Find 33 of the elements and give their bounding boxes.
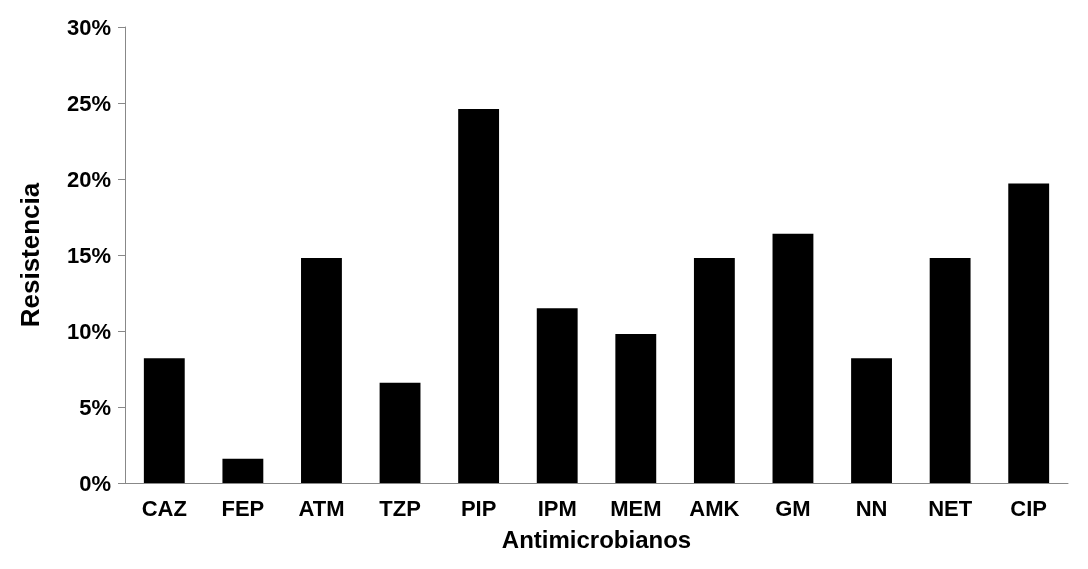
- x-tick-label: IPM: [537, 495, 577, 521]
- x-tick-label: GM: [775, 495, 811, 521]
- x-tick-label: NN: [855, 495, 888, 521]
- bar: [615, 334, 657, 483]
- x-tick-label: PIP: [460, 495, 497, 521]
- x-tick-label: ATM: [298, 495, 345, 521]
- y-tick-label: 25%: [66, 90, 111, 116]
- x-axis-title: Antimicrobianos: [501, 525, 692, 553]
- y-axis-title: Resistencia: [15, 182, 45, 328]
- y-tick-label: 30%: [66, 14, 111, 40]
- y-tick-label: 15%: [66, 242, 111, 268]
- bar: [458, 109, 500, 483]
- bar: [301, 258, 342, 483]
- bar: [1008, 183, 1050, 483]
- y-tick-label: 0%: [79, 470, 111, 496]
- y-tick-label: 20%: [66, 166, 111, 192]
- bar: [929, 258, 971, 483]
- x-tick-label: FEP: [221, 495, 265, 521]
- y-tick-label: 10%: [66, 318, 111, 344]
- x-tick-label: CIP: [1010, 495, 1048, 521]
- bar: [143, 358, 185, 483]
- x-tick-label: TZP: [379, 495, 421, 521]
- bar: [536, 308, 578, 483]
- x-tick-label: AMK: [689, 495, 740, 521]
- x-tick-label: MEM: [610, 495, 662, 521]
- x-tick-label: CAZ: [141, 495, 187, 521]
- bar: [693, 258, 735, 483]
- x-tick-label: NET: [928, 495, 973, 521]
- y-tick-label: 5%: [79, 394, 111, 420]
- bar: [851, 358, 892, 483]
- bar: [222, 458, 264, 483]
- bar: [379, 382, 421, 483]
- bar: [772, 233, 814, 483]
